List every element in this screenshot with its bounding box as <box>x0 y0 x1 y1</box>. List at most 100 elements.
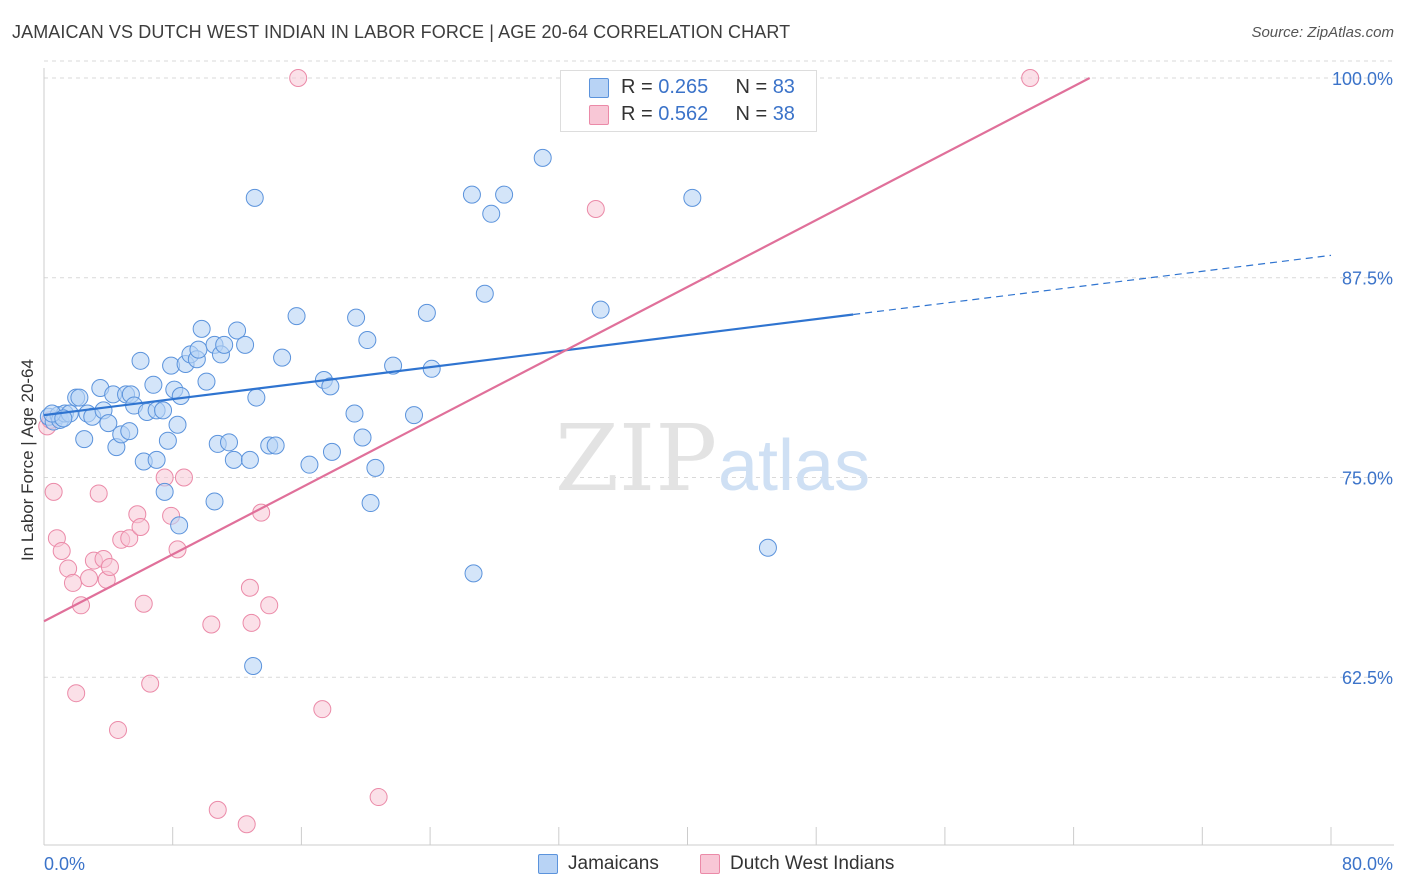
data-point-jamaicans <box>205 492 224 511</box>
data-point-dutch-west-indians <box>100 557 119 576</box>
trend-line-jamaicans <box>43 313 854 417</box>
legend-n-label: N = <box>735 76 773 98</box>
data-point-jamaicans <box>247 388 266 407</box>
data-point-jamaicans <box>322 442 341 461</box>
trend-line-jamaicans-extension <box>853 254 1332 316</box>
data-point-jamaicans <box>422 359 441 378</box>
data-point-jamaicans <box>154 401 173 420</box>
data-point-jamaicans <box>495 185 514 204</box>
source-label: Source: ZipAtlas.com <box>1251 24 1394 41</box>
data-point-jamaicans <box>144 375 163 394</box>
data-point-dutch-west-indians <box>67 684 86 703</box>
data-point-dutch-west-indians <box>1021 68 1040 87</box>
data-point-jamaicans <box>358 331 377 350</box>
data-point-dutch-west-indians <box>289 68 308 87</box>
legend-r-label: R = <box>621 103 659 125</box>
data-point-jamaicans <box>321 377 340 396</box>
series-dutch-west-indians <box>38 68 1040 834</box>
data-point-jamaicans <box>300 455 319 474</box>
data-point-jamaicans <box>683 188 702 207</box>
legend-label: Dutch West Indians <box>730 853 895 874</box>
legend-label: Jamaicans <box>568 853 659 874</box>
data-point-jamaicans <box>384 356 403 375</box>
data-point-dutch-west-indians <box>174 468 193 487</box>
data-point-jamaicans <box>168 415 187 434</box>
legend-swatch-blue <box>589 78 609 98</box>
data-point-dutch-west-indians <box>586 200 605 219</box>
data-point-jamaicans <box>171 386 190 405</box>
trend-lines <box>43 77 1332 623</box>
data-point-dutch-west-indians <box>240 578 259 597</box>
data-point-dutch-west-indians <box>109 720 128 739</box>
data-point-jamaicans <box>464 564 483 583</box>
legend-n-label: N = <box>735 103 773 125</box>
data-point-jamaicans <box>75 430 94 449</box>
data-point-dutch-west-indians <box>202 615 221 634</box>
legend-r-value: 0.562 <box>658 103 709 125</box>
y-axis-label: In Labor Force | Age 20-64 <box>18 359 37 561</box>
y-tick-label: 62.5% <box>1342 668 1393 688</box>
data-point-jamaicans <box>240 450 259 469</box>
y-tick-label: 100.0% <box>1332 69 1393 89</box>
data-point-jamaicans <box>273 348 292 367</box>
data-point-jamaicans <box>462 185 481 204</box>
data-point-jamaicans <box>287 307 306 326</box>
y-tick-label: 87.5% <box>1342 269 1393 289</box>
data-point-dutch-west-indians <box>89 484 108 503</box>
data-point-jamaicans <box>353 428 372 447</box>
watermark-atlas: atlas <box>718 426 870 506</box>
data-point-dutch-west-indians <box>120 529 139 548</box>
data-point-dutch-west-indians <box>141 674 160 693</box>
data-point-jamaicans <box>266 436 285 455</box>
data-point-dutch-west-indians <box>131 518 150 537</box>
legend-n-value: 38 <box>772 103 795 125</box>
data-point-jamaicans <box>224 450 243 469</box>
data-point-jamaicans <box>244 657 263 676</box>
data-point-jamaicans <box>220 433 239 452</box>
data-point-jamaicans <box>158 431 177 450</box>
data-point-dutch-west-indians <box>208 800 227 819</box>
data-point-jamaicans <box>192 319 211 338</box>
data-point-jamaicans <box>366 458 385 477</box>
data-point-jamaicans <box>215 335 234 354</box>
data-point-jamaicans <box>417 303 436 322</box>
data-point-dutch-west-indians <box>134 594 153 613</box>
data-point-dutch-west-indians <box>52 541 71 560</box>
data-point-jamaicans <box>170 516 189 535</box>
data-point-dutch-west-indians <box>313 700 332 719</box>
data-point-jamaicans <box>120 422 139 441</box>
data-point-jamaicans <box>347 308 366 327</box>
series-jamaicans <box>39 148 777 676</box>
data-point-jamaicans <box>70 388 89 407</box>
data-point-jamaicans <box>405 406 424 425</box>
data-point-jamaicans <box>345 404 364 423</box>
x-tick-label: 0.0% <box>44 854 85 874</box>
series-legend: Jamaicans Dutch West Indians <box>0 852 1406 878</box>
data-point-jamaicans <box>131 351 150 370</box>
watermark: ZIP atlas <box>555 405 870 512</box>
data-point-jamaicans <box>99 414 118 433</box>
watermark-zip: ZIP <box>555 405 717 512</box>
y-tick-label: 75.0% <box>1342 468 1393 488</box>
x-tick-label: 80.0% <box>1342 854 1393 874</box>
data-point-dutch-west-indians <box>63 573 82 592</box>
legend-swatch-blue <box>538 854 558 874</box>
correlation-legend: R = 0.265 N = 83 R = 0.562 N = 38 <box>560 70 817 132</box>
legend-r-value: 0.265 <box>658 76 709 98</box>
data-point-jamaicans <box>245 188 264 207</box>
trend-line-dutch-west-indians <box>43 77 1091 623</box>
data-point-jamaicans <box>533 148 552 167</box>
chart-title: JAMAICAN VS DUTCH WEST INDIAN IN LABOR F… <box>12 22 791 42</box>
data-point-jamaicans <box>236 335 255 354</box>
data-point-jamaicans <box>228 321 247 340</box>
legend-swatch-pink <box>700 854 720 874</box>
legend-n-value: 83 <box>772 76 795 98</box>
data-point-jamaicans <box>197 372 216 391</box>
data-point-jamaicans <box>591 300 610 319</box>
data-point-jamaicans <box>482 204 501 223</box>
axes <box>43 68 1394 846</box>
data-point-jamaicans <box>155 482 174 501</box>
data-point-dutch-west-indians <box>260 596 279 615</box>
data-point-jamaicans <box>361 494 380 513</box>
